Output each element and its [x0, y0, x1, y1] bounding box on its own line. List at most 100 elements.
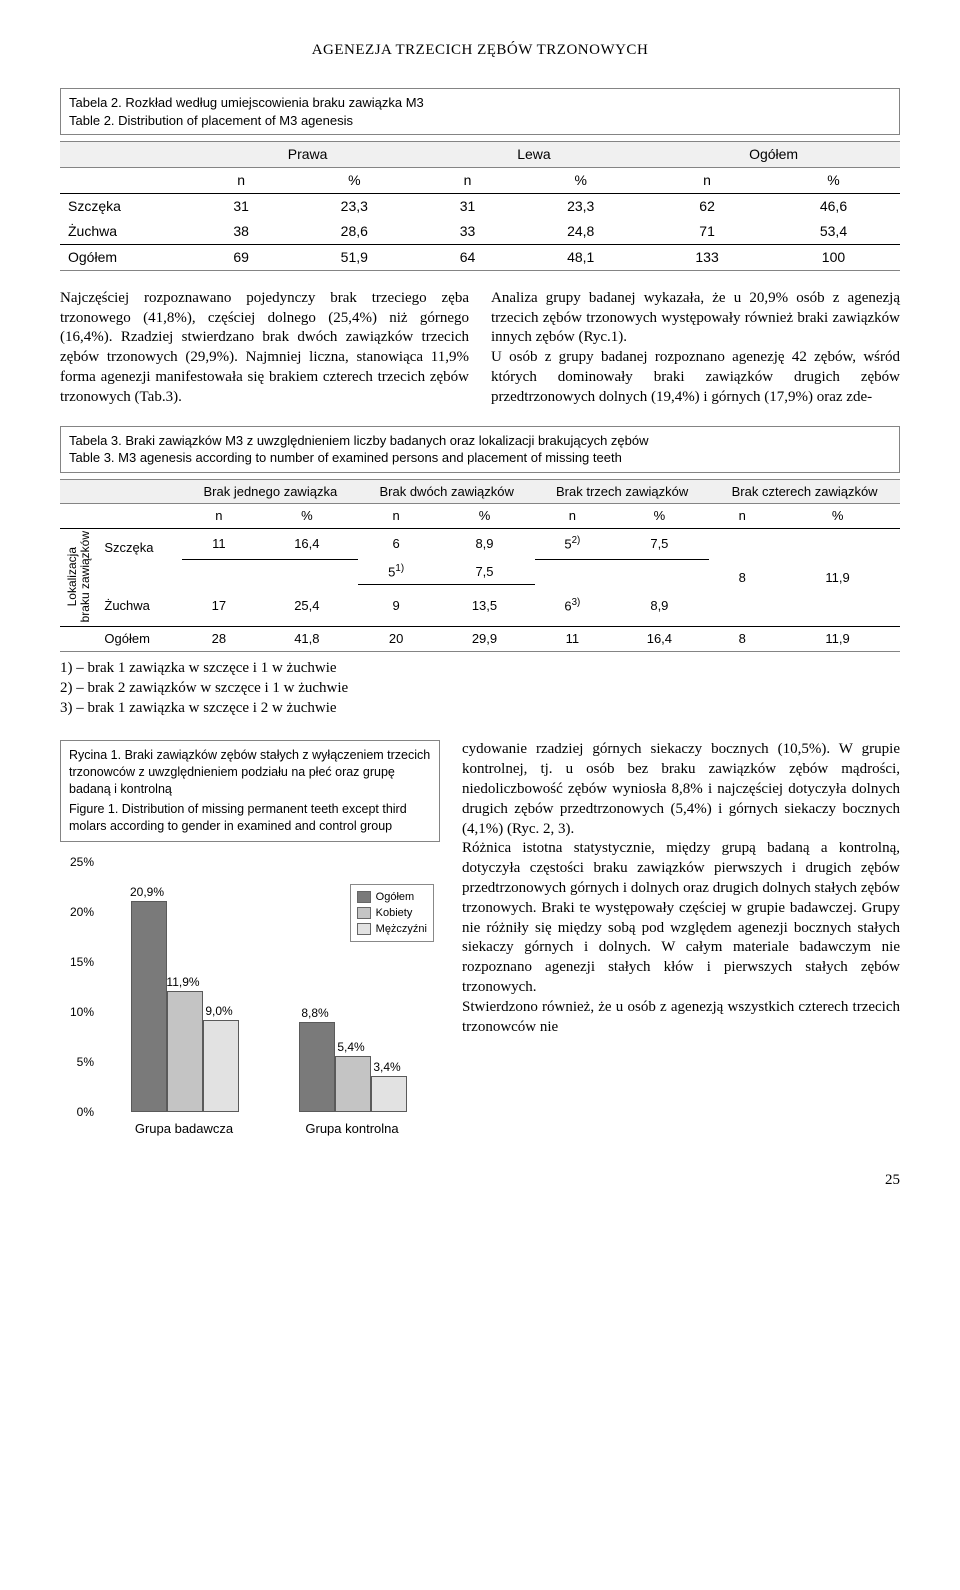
bar-value-label: 3,4%: [363, 1059, 411, 1075]
cell: 11: [535, 627, 610, 652]
cell: 29,9: [434, 627, 535, 652]
cell: 31: [421, 194, 514, 219]
cell: 62: [647, 194, 767, 219]
table2-caption: Tabela 2. Rozkład według umiejscowienia …: [60, 88, 900, 135]
y-tick-label: 15%: [60, 954, 94, 970]
legend-label: Kobiety: [376, 906, 413, 921]
body-para-left: Najczęściej rozpoznawano pojedynczy brak…: [60, 289, 469, 408]
cell: 20: [358, 627, 434, 652]
body-para-right: Analiza grupy badanej wykazała, że u 20,…: [491, 289, 900, 408]
t3-sh: n: [535, 504, 610, 529]
running-head: AGENEZJA TRZECICH ZĘBÓW TRZONOWYCH: [60, 40, 900, 60]
t2-gh-1: Lewa: [421, 142, 647, 168]
x-axis-label: Grupa badawcza: [100, 1120, 268, 1138]
cell: 51): [358, 559, 434, 584]
cell: 100: [767, 244, 900, 270]
cell: 53,4: [767, 219, 900, 244]
t3-sh: n: [709, 504, 775, 529]
figure1-caption: Rycina 1. Braki zawiązków zębów stałych …: [60, 740, 440, 841]
cell: 25,4: [255, 585, 358, 627]
t2-sh: %: [514, 168, 647, 194]
cell: 133: [647, 244, 767, 270]
cell: 64: [421, 244, 514, 270]
y-tick-label: 25%: [60, 854, 94, 870]
t3-gh: Brak dwóch zawiązków: [358, 479, 535, 504]
bar: [131, 901, 167, 1112]
cell: 28: [182, 627, 255, 652]
page-number: 25: [60, 1170, 900, 1190]
y-tick-label: 20%: [60, 904, 94, 920]
cell: 16,4: [255, 528, 358, 559]
cell: 69: [194, 244, 287, 270]
t3-sh: n: [358, 504, 434, 529]
cell: 11: [182, 528, 255, 559]
y-tick-label: 10%: [60, 1004, 94, 1020]
side-label: Lokalizacjabraku zawiązków: [60, 528, 98, 626]
cell: 63): [535, 585, 610, 627]
footnote: 3) – brak 1 zawiązka w szczęce i 2 w żuc…: [60, 698, 900, 718]
cell: 6: [358, 528, 434, 559]
cell: 71: [647, 219, 767, 244]
chart-legend: OgółemKobietyMężczyźni: [350, 884, 434, 943]
table3-footnotes: 1) – brak 1 zawiązka w szczęce i 1 w żuc…: [60, 658, 900, 719]
bar-value-label: 11,9%: [159, 974, 207, 990]
bar: [203, 1020, 239, 1112]
legend-label: Mężczyźni: [376, 922, 427, 937]
cell: 7,5: [434, 559, 535, 584]
table2-caption-en: Table 2. Distribution of placement of M3…: [69, 112, 891, 130]
table3-caption: Tabela 3. Braki zawiązków M3 z uwzględni…: [60, 426, 900, 473]
cell: 7,5: [610, 528, 710, 559]
bar-value-label: 20,9%: [123, 884, 171, 900]
t3-sh: %: [434, 504, 535, 529]
y-tick-label: 5%: [60, 1054, 94, 1070]
cell: 16,4: [610, 627, 710, 652]
cell: 17: [182, 585, 255, 627]
cell: 51,9: [288, 244, 421, 270]
t2-sh: n: [647, 168, 767, 194]
t3-sh: n: [182, 504, 255, 529]
table-row-label: Szczęka: [60, 194, 194, 219]
table3: Brak jednego zawiązka Brak dwóch zawiązk…: [60, 479, 900, 652]
t2-sh: %: [767, 168, 900, 194]
table-row-label: Ogółem: [98, 627, 182, 652]
y-tick-label: 0%: [60, 1104, 94, 1120]
x-axis-label: Grupa kontrolna: [268, 1120, 436, 1138]
cell: 9: [358, 585, 434, 627]
cell: 28,6: [288, 219, 421, 244]
t2-sh: %: [288, 168, 421, 194]
legend-swatch: [357, 923, 371, 935]
t2-gh-0: Prawa: [194, 142, 420, 168]
t3-sh: %: [775, 504, 900, 529]
cell: 33: [421, 219, 514, 244]
t3-gh: Brak trzech zawiązków: [535, 479, 709, 504]
figure1-caption-en: Figure 1. Distribution of missing perman…: [69, 801, 431, 835]
t3-sh: %: [610, 504, 710, 529]
cell: 31: [194, 194, 287, 219]
legend-swatch: [357, 891, 371, 903]
cell: 8,9: [610, 585, 710, 627]
table-row-label: Żuchwa: [98, 585, 182, 627]
cell: 11,9: [775, 627, 900, 652]
cell: 52): [535, 528, 610, 559]
cell: 8,9: [434, 528, 535, 559]
legend-swatch: [357, 907, 371, 919]
table2: Prawa Lewa Ogółem n % n % n % Szczęka 31…: [60, 141, 900, 270]
table3-caption-en: Table 3. M3 agenesis according to number…: [69, 449, 891, 467]
table2-caption-pl: Tabela 2. Rozkład według umiejscowienia …: [69, 94, 891, 112]
table-row-label: Szczęka: [98, 528, 182, 559]
t3-gh: Brak jednego zawiązka: [182, 479, 358, 504]
cell: 8: [709, 528, 775, 626]
t2-gh-2: Ogółem: [647, 142, 900, 168]
cell: 23,3: [514, 194, 647, 219]
cell: 46,6: [767, 194, 900, 219]
bar: [371, 1076, 407, 1112]
figure1-chart: 25%20%15%10%5%0%20,9%11,9%9,0%8,8%5,4%3,…: [60, 852, 440, 1142]
cell: 41,8: [255, 627, 358, 652]
cell: 48,1: [514, 244, 647, 270]
bar-value-label: 5,4%: [327, 1039, 375, 1055]
bar-value-label: 9,0%: [195, 1003, 243, 1019]
footnote: 1) – brak 1 zawiązka w szczęce i 1 w żuc…: [60, 658, 900, 678]
legend-label: Ogółem: [376, 890, 415, 905]
table-row-label: Ogółem: [60, 244, 194, 270]
t2-sh: n: [421, 168, 514, 194]
